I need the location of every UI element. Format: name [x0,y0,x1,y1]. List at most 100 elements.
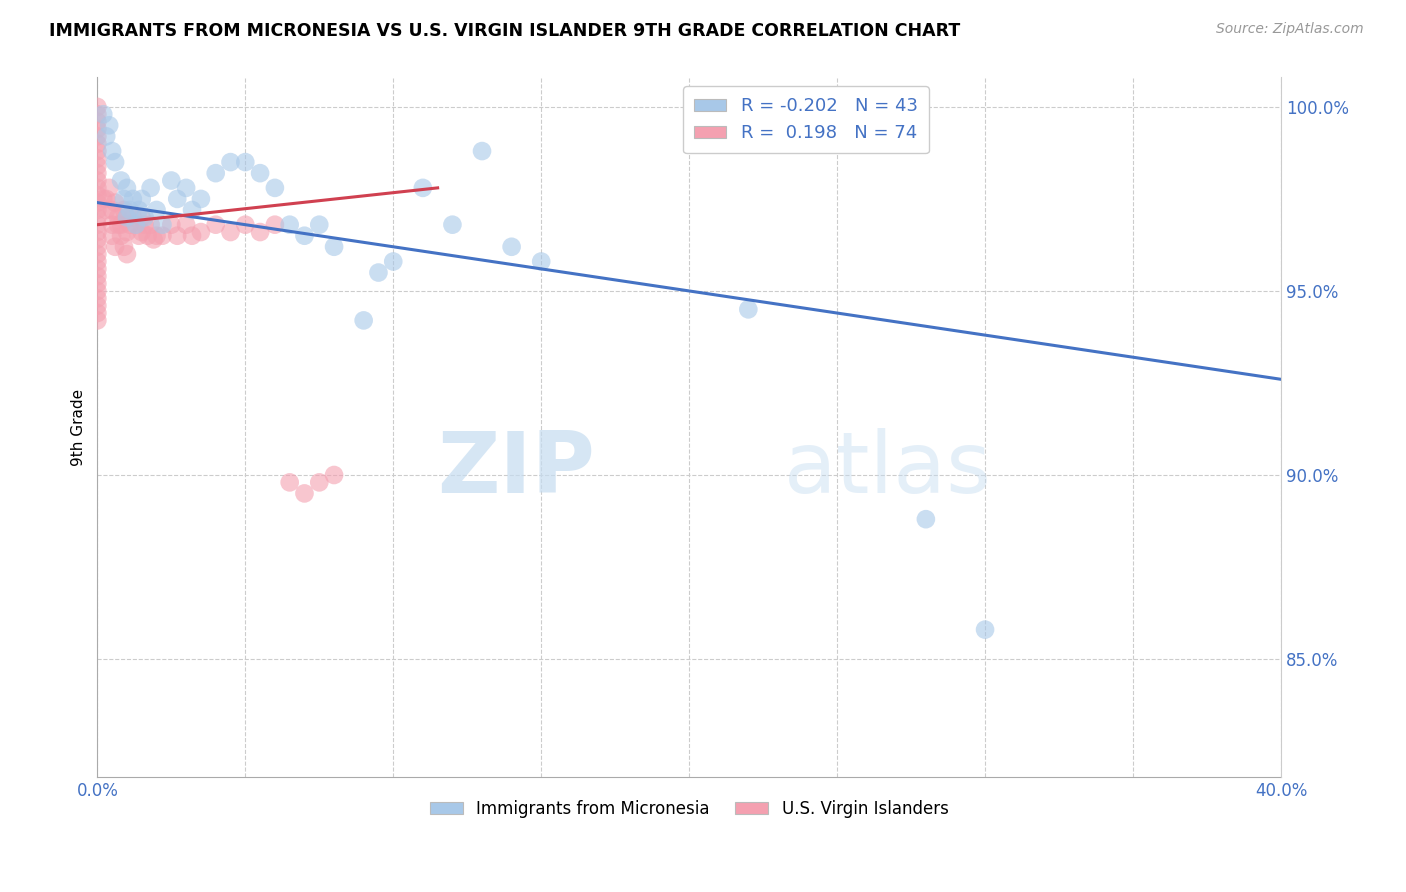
Point [86,225,108,239]
Point [190,225,212,239]
Point [112,240,135,254]
Point [96,202,118,217]
Point [219,225,242,239]
Point [181,202,204,217]
Point [174,181,197,195]
Point [233,218,256,232]
Point [441,218,464,232]
Point [382,254,405,268]
Point [136,228,159,243]
Point [118,202,141,217]
Point [131,192,153,206]
Point [233,155,256,169]
Point [115,181,138,195]
Point [152,218,174,232]
Point [112,192,135,206]
Point [115,211,138,225]
Point [86,181,108,195]
Point [86,100,108,114]
Point [110,173,132,187]
Point [118,218,141,232]
Point [264,218,287,232]
Point [219,155,242,169]
Point [86,136,108,151]
Point [190,192,212,206]
Point [278,475,301,490]
Point [86,114,108,128]
Legend: Immigrants from Micronesia, U.S. Virgin Islanders: Immigrants from Micronesia, U.S. Virgin … [423,793,955,824]
Point [128,228,150,243]
Point [278,218,301,232]
Point [166,192,188,206]
Point [86,144,108,158]
Point [115,211,138,225]
Point [86,313,108,327]
Text: IMMIGRANTS FROM MICRONESIA VS U.S. VIRGIN ISLANDER 9TH GRADE CORRELATION CHART: IMMIGRANTS FROM MICRONESIA VS U.S. VIRGI… [49,22,960,40]
Point [86,159,108,173]
Point [353,313,375,327]
Point [166,228,188,243]
Point [107,218,129,232]
Point [98,118,121,132]
Point [128,202,150,217]
Point [86,218,108,232]
Point [112,202,135,217]
Point [86,166,108,180]
Point [915,512,938,526]
Point [91,107,114,121]
Point [249,166,271,180]
Text: ZIP: ZIP [437,427,595,510]
Point [308,218,330,232]
Point [101,218,124,232]
Point [131,211,153,225]
Point [134,211,156,225]
Point [86,107,108,121]
Point [121,192,143,206]
Point [125,218,148,232]
Point [86,240,108,254]
Point [104,195,127,210]
Point [86,299,108,313]
Point [152,228,174,243]
Point [86,211,108,225]
Point [115,247,138,261]
Point [110,218,132,232]
Point [96,192,118,206]
Point [294,228,316,243]
Point [107,211,129,225]
Point [86,152,108,166]
Point [86,269,108,284]
Point [86,129,108,144]
Point [264,181,287,195]
Point [86,122,108,136]
Point [974,623,997,637]
Point [86,202,108,217]
Point [86,247,108,261]
Point [145,202,167,217]
Point [412,181,434,195]
Point [160,173,183,187]
Point [96,129,118,144]
Point [115,225,138,239]
Y-axis label: 9th Grade: 9th Grade [72,389,86,466]
Point [530,254,553,268]
Point [174,218,197,232]
Point [501,240,523,254]
Point [323,468,346,483]
Point [121,211,143,225]
Point [471,144,494,158]
Point [104,240,127,254]
Point [249,225,271,239]
Point [131,225,153,239]
Text: Source: ZipAtlas.com: Source: ZipAtlas.com [1216,22,1364,37]
Point [160,218,183,232]
Text: atlas: atlas [783,427,991,510]
Point [142,232,165,246]
Point [737,302,759,317]
Point [86,195,108,210]
Point [86,261,108,276]
Point [145,228,167,243]
Point [204,218,226,232]
Point [104,155,127,169]
Point [86,232,108,246]
